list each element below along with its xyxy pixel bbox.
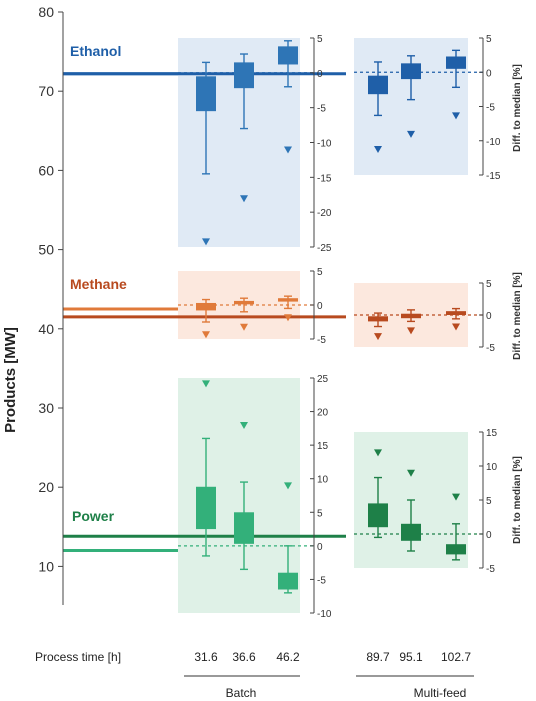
ethanol-batch-box [234,62,254,89]
y-tick-label: 10 [38,558,54,574]
ethanol-multifeed-box [401,63,421,80]
text-layer: Products [MW] Process time [h] Batch Mul… [2,4,523,700]
power-batch-box [234,512,254,544]
methane-multifeed-box [368,316,388,322]
ethanol-batch-outlier [240,195,248,203]
diff-tick-label: 5 [317,508,323,519]
methane-batch-outlier [202,331,210,339]
diff-tick-label: -5 [317,104,326,115]
power-multifeed-box [368,503,388,528]
power-multifeed-box [446,544,466,555]
y-tick-label: 40 [38,321,54,337]
y-tick-label: 80 [38,4,54,20]
methane-batch-outlier [284,314,292,322]
category-label: 36.6 [232,650,256,664]
power-batch-outlier [240,422,248,429]
diff-tick-label: 20 [317,408,329,419]
diff-tick-label: -5 [317,335,326,346]
diff-tick-label: -25 [317,243,332,254]
methane-series-label: Methane [70,276,127,292]
diff-tick-label: 15 [317,441,329,452]
diff-tick-label: -5 [486,564,495,575]
ethanol-batch-outlier [284,146,292,154]
diff-tick-label: 15 [486,428,498,439]
diff-tick-label: 0 [317,301,323,312]
diff-tick-label: 5 [486,279,492,290]
diff-tick-label: -5 [486,343,495,354]
methane-batch-outlier [240,323,248,331]
y-tick-label: 70 [38,83,54,99]
ethanol-batch-box [278,46,298,65]
diff-tick-label: -15 [317,173,332,184]
ethanol-series-label: Ethanol [70,43,121,59]
power-multifeed-box [401,523,421,541]
diff-tick-label: 10 [486,462,498,473]
diff-tick-label: 25 [317,374,329,385]
category-label: 31.6 [194,650,218,664]
y-tick-label: 30 [38,400,54,416]
power-batch-outlier [202,380,210,388]
median-lines-layer [63,71,483,553]
methane-batch-box [234,300,254,305]
diff-tick-label: 0 [317,69,323,80]
methane-multifeed-outlier [374,333,382,341]
y-tick-label: 20 [38,479,54,495]
box-marks-layer [196,40,466,594]
diff-tick-label: -15 [486,171,501,182]
diff-tick-label: 5 [317,267,323,278]
ethanol-multifeed-box [446,56,466,69]
methane-batch-box [196,302,216,311]
y-axis-label: Products [MW] [2,327,19,433]
diff-tick-label: 0 [486,530,492,541]
diff-tick-label: -20 [317,208,332,219]
power-series-label: Power [72,508,115,524]
axes-layer [58,11,484,677]
methane-multifeed-outlier [452,323,460,331]
diff-tick-label: 0 [486,311,492,322]
ethanol-diff-axis-title: Diff. to median [%] [512,64,523,152]
ethanol-multifeed-box [368,75,388,95]
y-tick-label: 60 [38,162,54,178]
methane-diff-axis-title: Diff. to median [%] [512,272,523,360]
category-label: 46.2 [276,650,300,664]
category-label: 95.1 [399,650,423,664]
diff-tick-label: 0 [317,542,323,553]
power-multifeed-outlier [452,493,460,501]
y-tick-label: 50 [38,242,54,258]
diff-tick-label: 0 [486,68,492,79]
diff-tick-label: 5 [317,34,323,45]
power-batch-outlier [284,482,292,490]
group-label-batch: Batch [226,686,257,700]
power-batch-box [196,486,216,530]
methane-multifeed-box [401,313,421,319]
power-batch-box [278,572,298,590]
power-multifeed-outlier [407,469,415,477]
diff-tick-label: -10 [486,137,501,148]
ethanol-batch-outlier [202,238,210,246]
ethanol-batch-box [196,76,216,112]
diff-tick-label: 5 [486,34,492,45]
diff-tick-label: -10 [317,609,332,620]
background-panels-layer [178,38,468,613]
power-multifeed-outlier [374,449,382,457]
ethanol-multifeed-outlier [407,130,415,138]
methane-batch-box [278,298,298,302]
diff-tick-label: -5 [486,103,495,114]
group-label-multifeed: Multi-feed [414,686,467,700]
category-label: 89.7 [366,650,390,664]
process-time-label: Process time [h] [35,650,121,664]
diff-tick-label: 5 [486,496,492,507]
diff-tick-label: -5 [317,575,326,586]
diff-tick-label: -10 [317,139,332,150]
diff-tick-label: 10 [317,475,329,486]
methane-multifeed-box [446,311,466,315]
ethanol-multifeed-outlier [452,112,460,120]
power-diff-axis-title: Diff. to median [%] [512,456,523,544]
ethanol-multifeed-outlier [374,145,382,153]
category-label: 102.7 [441,650,471,664]
methane-multifeed-outlier [407,327,415,335]
